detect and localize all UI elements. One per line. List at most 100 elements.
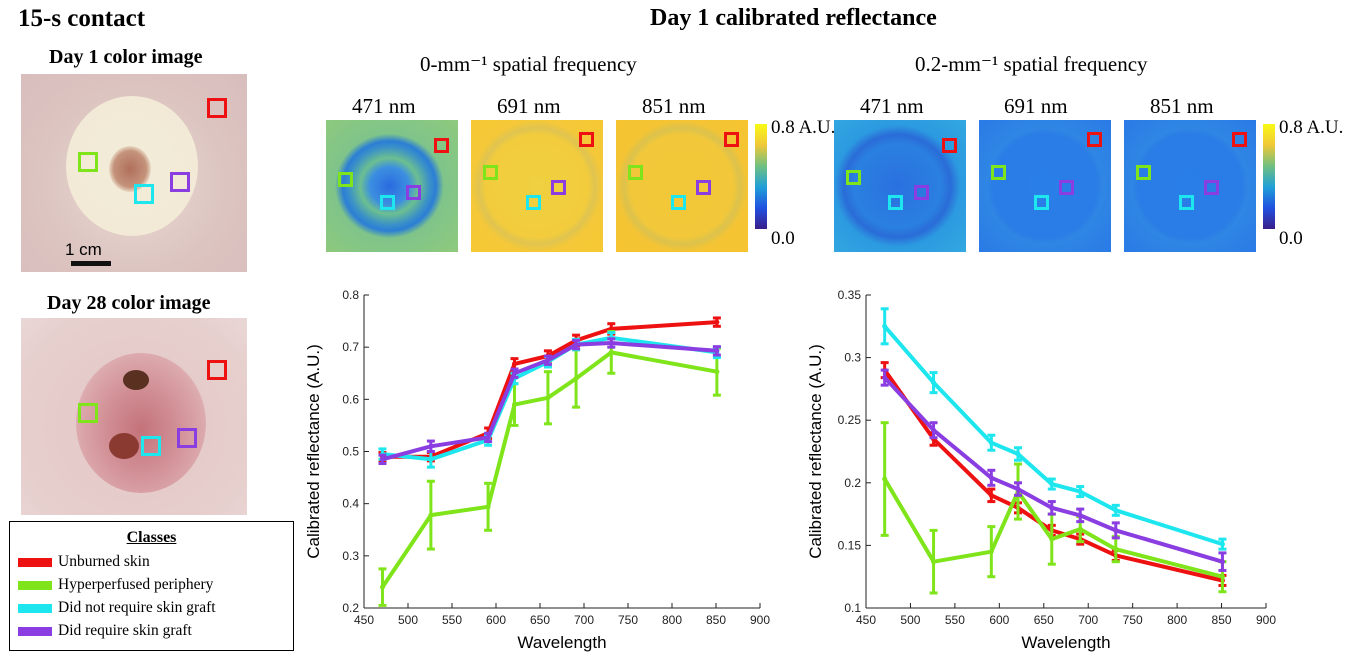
- freq02-label: 0.2-mm⁻¹ spatial frequency: [915, 52, 1148, 76]
- data-point: [882, 323, 888, 329]
- roi-graft: [1059, 180, 1074, 195]
- legend-swatch: [18, 603, 52, 613]
- figure-title-main: Day 1 calibrated reflectance: [650, 5, 937, 31]
- roi-graft: [170, 172, 190, 192]
- y-tick-label: 0.4: [342, 497, 359, 511]
- x-tick-label: 500: [900, 613, 920, 627]
- reflectance-plot-0mm: 450 500 550 600 650 700 750 800 850 900 0.2 0.3 0.4 0…: [304, 288, 770, 652]
- data-point: [1049, 505, 1055, 511]
- y-tick-label: 0.6: [342, 392, 359, 406]
- data-point: [379, 456, 385, 462]
- colorbar-max-02: 0.8 A.U.: [1279, 117, 1344, 138]
- data-point: [931, 559, 937, 565]
- roi-unburned: [724, 132, 739, 147]
- roi-graft: [914, 185, 929, 200]
- day1-label: Day 1 color image: [49, 46, 203, 68]
- y-tick-label: 0.2: [844, 476, 861, 490]
- roi-no-graft: [134, 184, 154, 204]
- roi-hyperperfused: [628, 165, 643, 180]
- colorbar-min-0: 0.0: [771, 228, 795, 249]
- x-tick-label: 800: [1167, 613, 1187, 627]
- series-line: [883, 376, 1223, 564]
- roi-graft: [696, 180, 711, 195]
- roi-unburned: [434, 138, 449, 153]
- roi-hyperperfused-d28: [78, 403, 98, 423]
- x-tick-label: 450: [856, 613, 876, 627]
- y-tick-label: 0.3: [342, 549, 359, 563]
- y-tick-label: 0.25: [838, 413, 862, 427]
- y-tick-label: 0.35: [838, 288, 862, 302]
- reflectance-map-851-0: [616, 120, 748, 252]
- data-point: [1049, 481, 1055, 487]
- roi-no-graft: [380, 195, 395, 210]
- legend-swatch: [18, 580, 52, 590]
- roi-unburned: [579, 132, 594, 147]
- wl-label-851-b: 851 nm: [1150, 94, 1214, 118]
- y-axis-label: Calibrated reflectance (A.U.): [304, 344, 323, 558]
- data-point: [485, 434, 491, 440]
- roi-hyperperfused: [78, 152, 98, 172]
- wl-label-471-a: 471 nm: [352, 94, 416, 118]
- y-tick-label: 0.7: [342, 340, 359, 354]
- x-tick-label: 450: [354, 613, 374, 627]
- x-tick-label: 850: [1212, 613, 1232, 627]
- legend-item-unburned: Unburned skin: [18, 553, 150, 571]
- data-point: [511, 402, 517, 408]
- data-point: [1049, 536, 1055, 542]
- x-tick-label: 650: [530, 613, 550, 627]
- series-line: [883, 324, 1224, 547]
- colorbar-0: [755, 124, 767, 229]
- wl-label-691-b: 691 nm: [1004, 94, 1068, 118]
- x-tick-label: 700: [574, 613, 594, 627]
- roi-hyperperfused: [991, 165, 1006, 180]
- classes-legend: Classes Unburned skin Hyperperfused peri…: [9, 521, 294, 651]
- colorbar-02: [1263, 124, 1275, 229]
- y-tick-label: 0.8: [342, 288, 359, 302]
- data-point: [882, 375, 888, 381]
- data-point: [714, 348, 720, 354]
- data-point: [988, 549, 994, 555]
- x-tick-label: 700: [1078, 613, 1098, 627]
- x-tick-label: 850: [706, 613, 726, 627]
- series-line: [381, 341, 718, 462]
- roi-unburned: [207, 98, 227, 118]
- series-line: [382, 320, 718, 459]
- data-point: [882, 476, 888, 482]
- legend-label: Did require skin graft: [58, 622, 192, 639]
- x-tick-label: 550: [945, 613, 965, 627]
- data-point: [379, 584, 385, 590]
- legend-title: Classes: [126, 529, 177, 546]
- colorbar-max-0: 0.8 A.U.: [771, 117, 836, 138]
- data-point: [545, 395, 551, 401]
- x-tick-label: 900: [1256, 613, 1276, 627]
- data-point: [988, 440, 994, 446]
- x-tick-label: 550: [442, 613, 462, 627]
- x-tick-label: 750: [618, 613, 638, 627]
- day28-photo: [21, 318, 247, 515]
- roi-graft: [1204, 180, 1219, 195]
- day1-photo: 1 cm: [21, 74, 247, 272]
- series-line: [380, 350, 718, 589]
- scab-top: [123, 370, 149, 390]
- reflectance-map-691-02: [979, 120, 1111, 252]
- legend-item-graft: Did require skin graft: [18, 622, 192, 640]
- data-point: [1113, 527, 1119, 533]
- reflectance-map-851-02: [1124, 120, 1256, 252]
- legend-label: Did not require skin graft: [58, 599, 216, 616]
- data-point: [1219, 541, 1225, 547]
- legend-label: Hyperperfused periphery: [58, 576, 214, 593]
- data-point: [608, 349, 614, 355]
- data-point: [485, 504, 491, 510]
- data-point: [1015, 451, 1021, 457]
- legend-label: Unburned skin: [58, 553, 150, 570]
- y-tick-label: 0.2: [342, 601, 359, 615]
- data-point: [1077, 526, 1083, 532]
- day28-label: Day 28 color image: [47, 292, 211, 314]
- legend-item-no-graft: Did not require skin graft: [18, 599, 216, 617]
- roi-unburned: [1087, 132, 1102, 147]
- roi-no-graft: [526, 195, 541, 210]
- roi-unburned-d28: [207, 360, 227, 380]
- roi-hyperperfused: [338, 172, 353, 187]
- data-point: [428, 456, 434, 462]
- y-tick-label: 0.15: [838, 538, 862, 552]
